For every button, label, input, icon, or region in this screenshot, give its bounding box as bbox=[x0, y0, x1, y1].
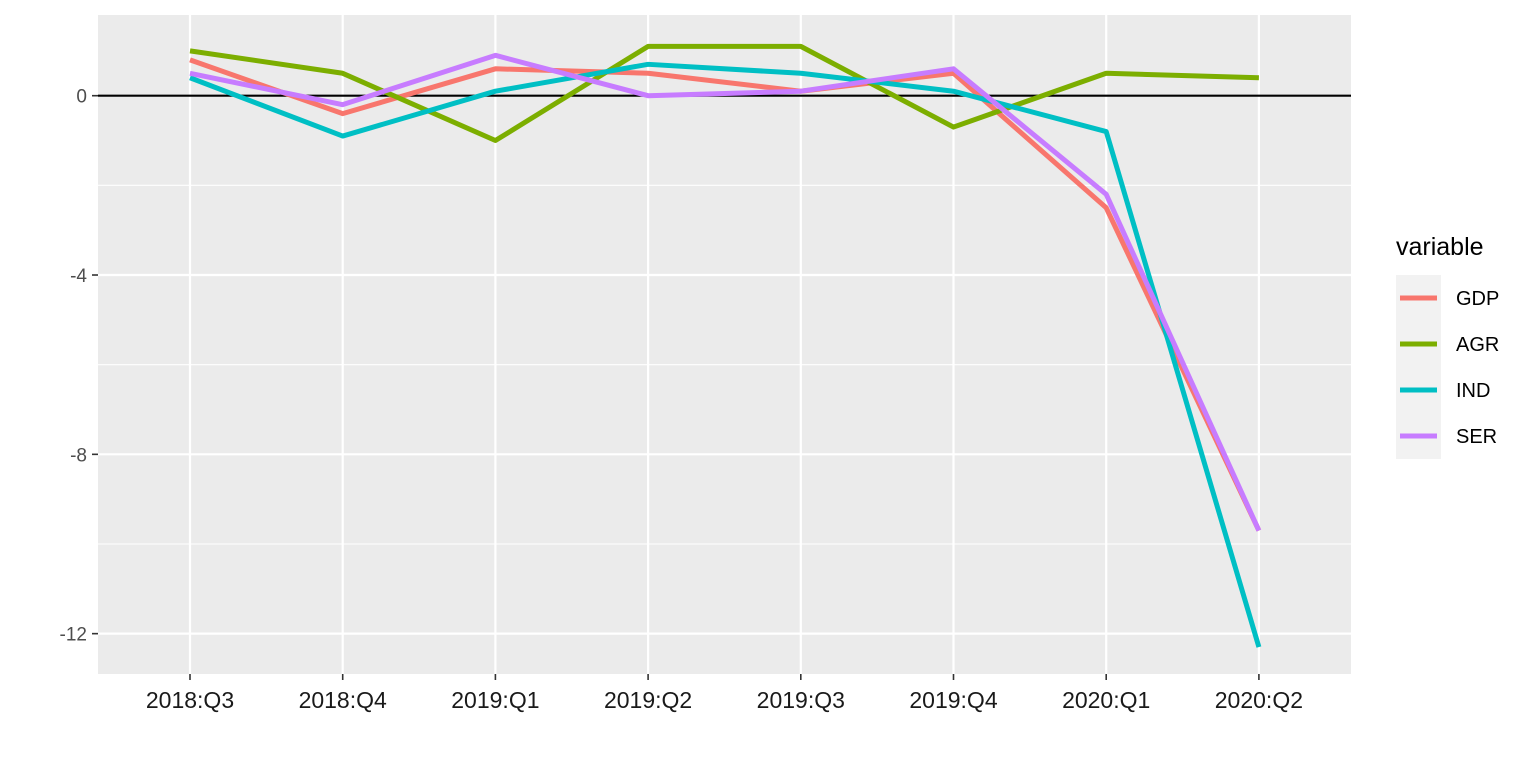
y-tick-label: 0 bbox=[76, 87, 87, 108]
legend: variable GDP AGR IND SER bbox=[1396, 233, 1499, 459]
legend-label-agr: AGR bbox=[1456, 334, 1499, 356]
x-tick-label: 2020:Q2 bbox=[1215, 687, 1303, 713]
y-tick-label: -8 bbox=[70, 445, 87, 466]
y-tick-label: -4 bbox=[70, 266, 87, 287]
x-tick-label: 2019:Q2 bbox=[604, 687, 692, 713]
x-tick-label: 2018:Q4 bbox=[299, 687, 387, 713]
legend-items: GDP AGR IND SER bbox=[1400, 288, 1499, 448]
series-line-ser bbox=[189, 52, 1262, 532]
series-line-gdp bbox=[189, 57, 1262, 532]
series-line-ind bbox=[189, 61, 1262, 648]
major-gridlines bbox=[98, 15, 1351, 674]
x-axis: 2018:Q3 2018:Q4 2019:Q1 2019:Q2 2019:Q3 2019:… bbox=[146, 674, 1303, 713]
x-tick-label: 2020:Q1 bbox=[1062, 687, 1150, 713]
x-tick-label: 2019:Q1 bbox=[451, 687, 539, 713]
x-tick-label: 2019:Q4 bbox=[909, 687, 997, 713]
y-axis: 0 -4 -8 -12 bbox=[60, 87, 98, 646]
legend-label-ser: SER bbox=[1456, 426, 1497, 448]
series-lines bbox=[189, 43, 1262, 648]
series-line-agr bbox=[189, 43, 1259, 144]
y-tick-label: -12 bbox=[60, 625, 87, 646]
x-tick-label: 2019:Q3 bbox=[757, 687, 845, 713]
minor-gridlines bbox=[98, 184, 1351, 545]
legend-label-gdp: GDP bbox=[1456, 288, 1499, 310]
legend-title: variable bbox=[1396, 233, 1484, 261]
legend-key-background bbox=[1396, 275, 1441, 459]
x-tick-label: 2018:Q3 bbox=[146, 687, 234, 713]
legend-label-ind: IND bbox=[1456, 380, 1490, 402]
